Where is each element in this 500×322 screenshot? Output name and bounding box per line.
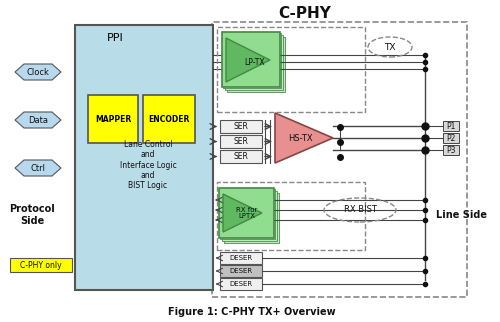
Text: HS-TX: HS-TX (288, 134, 312, 143)
Text: PPI: PPI (106, 33, 124, 43)
Bar (220, 189, 275, 239)
Text: P1: P1 (446, 121, 456, 130)
Bar (222, 32, 280, 87)
Bar (220, 120, 262, 133)
Bar (224, 193, 279, 243)
Bar (222, 191, 277, 241)
Bar (10, 258, 72, 272)
Text: Protocol
Side: Protocol Side (9, 204, 55, 226)
Bar (443, 145, 459, 155)
Polygon shape (15, 112, 61, 128)
Text: Figure 1: C-PHY TX+ Overview: Figure 1: C-PHY TX+ Overview (168, 307, 336, 317)
Polygon shape (223, 194, 262, 232)
Bar (217, 27, 365, 112)
Text: SER: SER (234, 122, 248, 131)
Text: C-PHY only: C-PHY only (20, 260, 62, 270)
Bar (75, 25, 213, 290)
Polygon shape (275, 113, 333, 163)
Text: Lane Control
and
Interface Logic
and
BIST Logic: Lane Control and Interface Logic and BIS… (120, 140, 176, 190)
Text: P2: P2 (446, 134, 456, 143)
Text: Line Side: Line Side (436, 210, 488, 220)
Bar (223, 33, 281, 88)
Bar (219, 188, 274, 238)
Text: Clock: Clock (26, 68, 50, 77)
Text: DESER: DESER (230, 255, 252, 261)
Polygon shape (15, 64, 61, 80)
Text: SER: SER (234, 137, 248, 146)
Bar (443, 121, 459, 131)
Text: DESER: DESER (230, 268, 252, 274)
Text: RX for
LPTX: RX for LPTX (236, 206, 258, 220)
Polygon shape (226, 38, 270, 82)
Bar (220, 278, 262, 290)
Polygon shape (15, 160, 61, 176)
Text: SER: SER (234, 152, 248, 161)
Text: TX: TX (384, 43, 396, 52)
Bar (217, 182, 365, 250)
Text: LP-TX: LP-TX (244, 58, 266, 67)
Text: ENCODER: ENCODER (148, 115, 190, 124)
Bar (227, 37, 285, 92)
Text: P3: P3 (446, 146, 456, 155)
Text: MAPPER: MAPPER (95, 115, 131, 124)
Text: C-PHY: C-PHY (278, 5, 332, 21)
Text: RX BIST: RX BIST (344, 205, 376, 214)
Text: Data: Data (28, 116, 48, 125)
Bar (88, 95, 138, 143)
Bar (220, 265, 262, 277)
Bar (212, 22, 467, 297)
Bar (225, 35, 283, 90)
Text: Ctrl: Ctrl (30, 164, 46, 173)
Text: DESER: DESER (230, 281, 252, 287)
Bar (220, 252, 262, 264)
Bar (443, 133, 459, 143)
Bar (220, 135, 262, 148)
Bar (143, 95, 195, 143)
Bar (220, 150, 262, 163)
